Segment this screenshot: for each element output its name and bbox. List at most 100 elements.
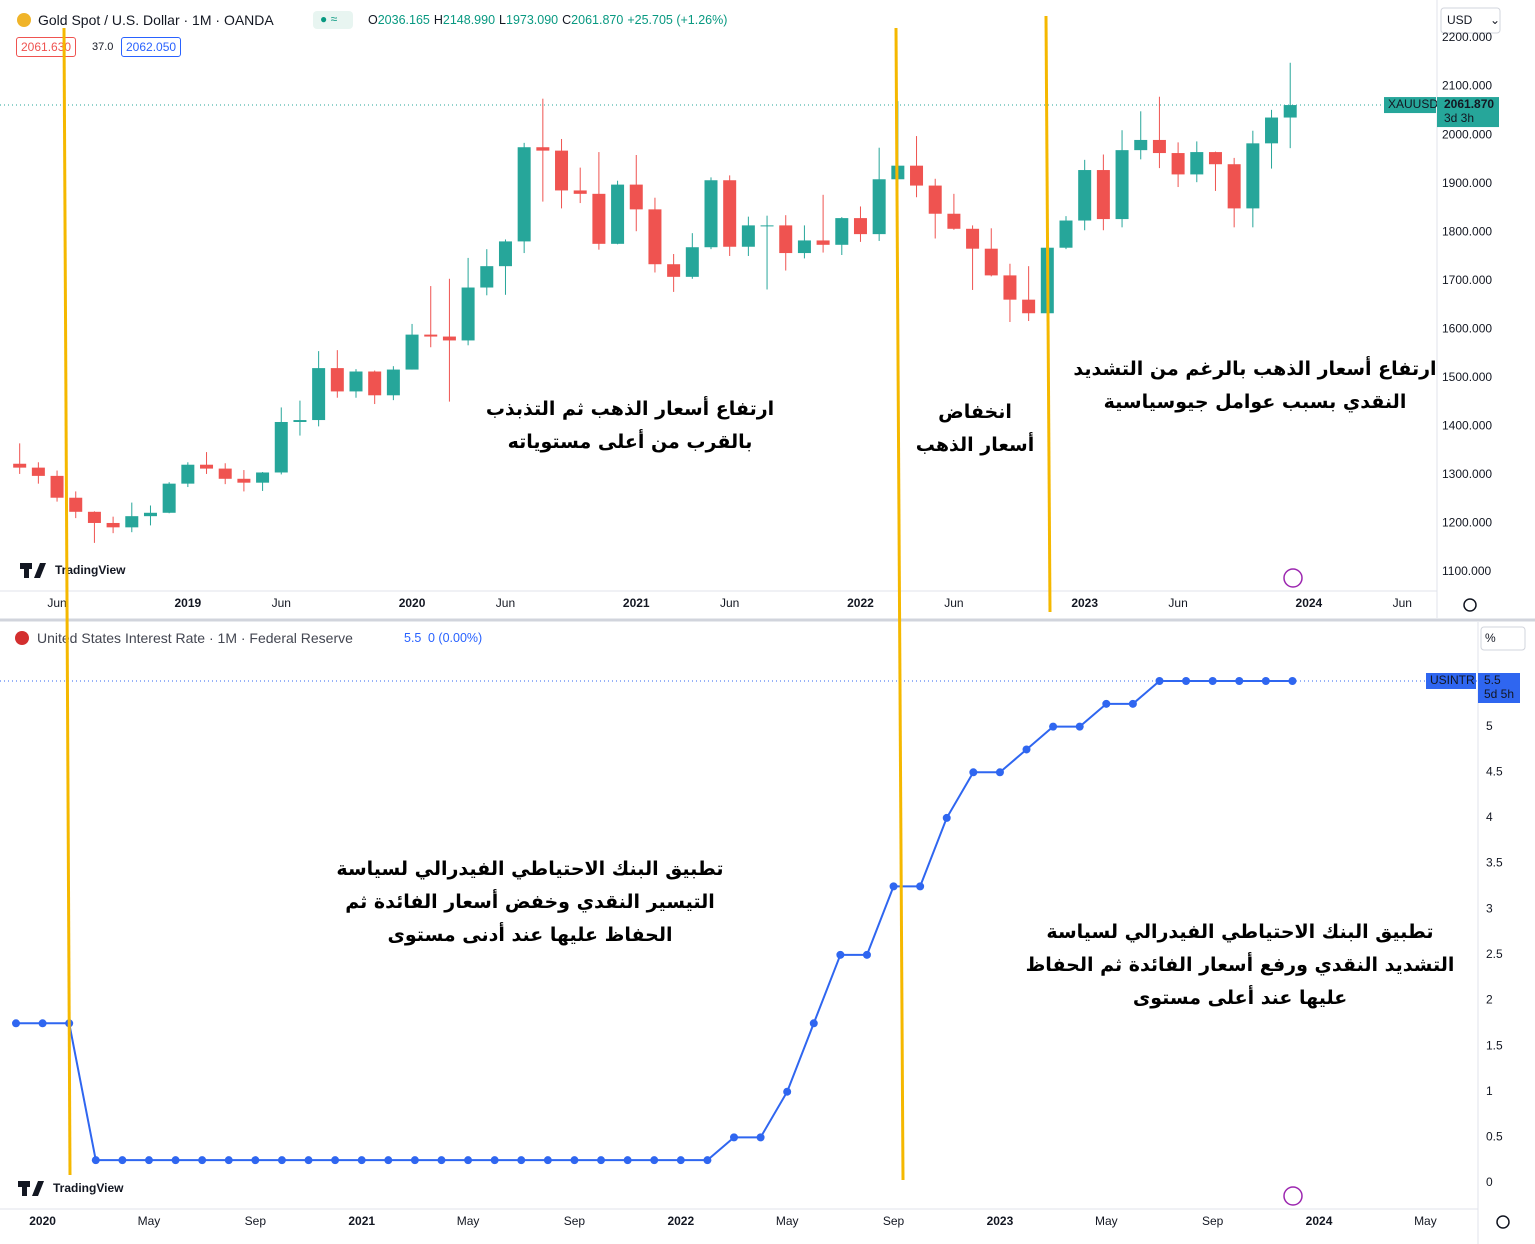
y-tick-label: 0.5 xyxy=(1486,1130,1503,1144)
y-tick-label: 1800.000 xyxy=(1442,224,1492,238)
rate-point xyxy=(623,1156,632,1165)
candle-body xyxy=(853,218,867,235)
ohlc-key: C xyxy=(562,13,572,27)
candle-body xyxy=(685,247,699,277)
candle-body xyxy=(648,209,662,265)
y-tick-label: 2 xyxy=(1486,993,1493,1007)
candle-body xyxy=(891,165,905,180)
rate-point xyxy=(304,1156,313,1165)
watermark: TradingView xyxy=(55,563,126,577)
x-tick-label: Jun xyxy=(496,596,515,610)
candle-body xyxy=(181,464,195,484)
rate-point xyxy=(1261,677,1270,685)
candle-body xyxy=(480,266,494,288)
candle-body xyxy=(984,248,998,276)
alert-icon[interactable] xyxy=(1283,1186,1303,1206)
visibility-toggle[interactable] xyxy=(313,11,353,29)
x-tick-label: Jun xyxy=(272,596,291,610)
symbol-title: Gold Spot / U.S. Dollar · 1M · OANDA xyxy=(38,12,274,28)
currency-dropdown[interactable] xyxy=(1440,7,1501,34)
rate-point xyxy=(12,1019,20,1028)
x-tick-label: May xyxy=(138,1214,161,1228)
x-tick-label: Sep xyxy=(1202,1214,1224,1228)
rate-point xyxy=(809,1019,818,1028)
settings-icon[interactable] xyxy=(1496,1215,1510,1229)
x-tick-label: 2020 xyxy=(29,1214,56,1228)
price-tag xyxy=(1478,673,1520,703)
candle-body xyxy=(667,264,681,277)
candle-body xyxy=(704,180,718,248)
y-tick-label: 1100.000 xyxy=(1442,564,1491,578)
rate-point xyxy=(1182,677,1191,685)
candle-body xyxy=(1022,299,1036,314)
tradingview-logo: TradingView xyxy=(20,563,126,578)
y-tick-label: 4.5 xyxy=(1486,764,1503,778)
rate-point xyxy=(543,1156,552,1165)
x-tick-label: Jun xyxy=(720,596,739,610)
candle-body xyxy=(200,464,214,469)
rate-point xyxy=(65,1019,74,1028)
candle-body xyxy=(87,511,101,523)
candle-body xyxy=(69,497,83,512)
ohlc-value: 1973.090 xyxy=(506,13,559,27)
candle-body xyxy=(1040,247,1054,314)
unit-label: % xyxy=(1485,631,1496,645)
candle-body xyxy=(1208,152,1222,165)
candle-body xyxy=(106,522,120,528)
y-tick-label: 1.5 xyxy=(1486,1038,1503,1052)
rate-point xyxy=(357,1156,366,1165)
ohlc-key: L xyxy=(499,13,506,27)
y-tick-label: 1400.000 xyxy=(1442,419,1492,433)
x-tick-label: May xyxy=(1095,1214,1118,1228)
x-tick-label: 2023 xyxy=(1071,596,1098,610)
rate-point xyxy=(277,1156,286,1165)
y-tick-label: 2200.000 xyxy=(1442,30,1492,44)
x-tick-label: 2024 xyxy=(1306,1214,1333,1228)
x-tick-label: 2020 xyxy=(399,596,426,610)
x-tick-label: Sep xyxy=(564,1214,586,1228)
candle-body xyxy=(536,147,550,151)
y-tick-label: 1300.000 xyxy=(1442,467,1492,481)
price-tag-value: 5.5 xyxy=(1484,673,1501,687)
y-tick-label: 1500.000 xyxy=(1442,370,1492,384)
candle-body xyxy=(386,369,400,396)
candle-body xyxy=(966,228,980,249)
y-tick-label: 2100.000 xyxy=(1442,79,1492,93)
x-tick-label: May xyxy=(1414,1214,1437,1228)
candle-body xyxy=(1003,275,1017,300)
bid-box[interactable]: 2061.630 xyxy=(16,37,77,57)
candle-body xyxy=(218,468,232,479)
ask-box[interactable]: 2062.050 xyxy=(121,37,182,57)
price-tag-value: 2061.870 xyxy=(1444,97,1494,111)
rate-point xyxy=(730,1133,738,1142)
candle-body xyxy=(1078,170,1092,221)
rate-point xyxy=(171,1156,180,1165)
dropdown-arrow: ⌄ xyxy=(1490,13,1500,27)
candle-body xyxy=(629,184,643,210)
candle-body xyxy=(947,213,961,229)
candle-body xyxy=(1171,153,1185,175)
candle-body xyxy=(592,193,606,244)
candle-body xyxy=(349,371,363,392)
rate-point xyxy=(1102,699,1111,708)
y-tick-label: 1200.000 xyxy=(1442,516,1492,530)
settings-icon[interactable] xyxy=(1463,598,1477,612)
symbol-icon xyxy=(17,13,31,27)
annotation: ارتفاع أسعار الذهب بالرغم من التشديد النق… xyxy=(1073,358,1437,413)
candle-body xyxy=(1152,139,1166,154)
candle-body xyxy=(1265,117,1279,144)
y-tick-label: 1700.000 xyxy=(1442,273,1492,287)
rate-point xyxy=(1155,677,1164,685)
ohlc-change: +25.705 (+1.26%) xyxy=(627,13,728,27)
annotation: تطبيق البنك الاحتياطي الفيدرالي لسياسة ال… xyxy=(1025,921,1455,1009)
alert-icon[interactable] xyxy=(1283,568,1303,588)
candle-body xyxy=(1190,152,1204,175)
rate-point xyxy=(995,768,1004,777)
y-tick-label: 2.5 xyxy=(1486,947,1503,961)
x-tick-label: Jun xyxy=(47,596,66,610)
ohlc-value: 2148.990 xyxy=(442,13,496,27)
x-tick-label: Jun xyxy=(1393,596,1412,610)
y-tick-label: 1600.000 xyxy=(1442,321,1492,335)
rate-point xyxy=(1235,677,1244,685)
unit-box[interactable] xyxy=(1480,626,1526,651)
